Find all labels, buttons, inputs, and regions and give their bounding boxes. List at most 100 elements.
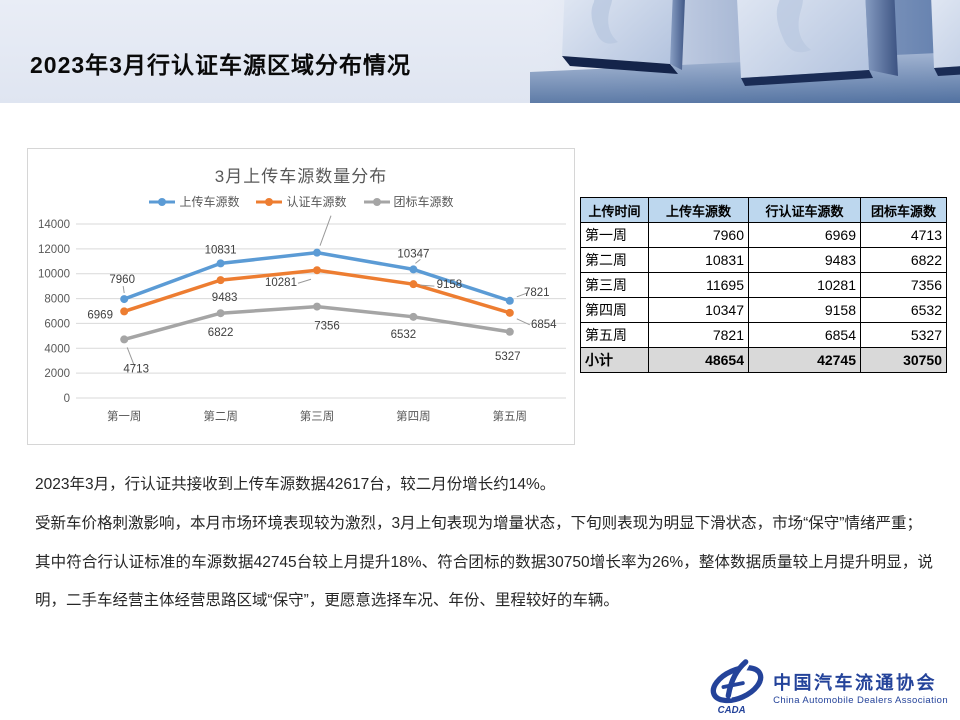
column-header: 行认证车源数 xyxy=(748,197,861,223)
row-label-cell: 第五周 xyxy=(580,322,649,348)
legend-label: 上传车源数 xyxy=(179,195,240,209)
chart-panel: 3月上传车源数量分布 上传车源数 认证车源数 团标车源数 0 2000 4000 6000… xyxy=(27,148,575,445)
y-axis-tick-label: 12000 xyxy=(38,244,70,256)
column-header: 上传时间 xyxy=(580,197,649,223)
data-point xyxy=(505,327,514,336)
org-name-cn: 中国汽车流通协会 xyxy=(773,672,938,693)
table-header-row: 上传时间 上传车源数 行认证车源数 团标车源数 xyxy=(580,197,947,223)
data-label: 5327 xyxy=(495,351,521,363)
value-cell: 11695 xyxy=(648,272,749,298)
value-cell: 5327 xyxy=(860,322,947,348)
data-point xyxy=(120,295,129,304)
value-cell: 10831 xyxy=(648,247,749,273)
cubes-decoration xyxy=(530,0,960,103)
data-label: 6969 xyxy=(87,309,113,321)
label-leader-line xyxy=(415,259,421,264)
table-row: 第五周 7821 6854 5327 xyxy=(580,322,947,348)
x-axis-tick-label: 第四周 xyxy=(396,409,431,423)
x-axis-tick-label: 第二周 xyxy=(203,409,238,423)
value-cell: 30750 xyxy=(860,347,947,373)
legend-label: 认证车源数 xyxy=(286,195,347,209)
table-row: 第三周 11695 10281 7356 xyxy=(580,272,947,298)
data-point xyxy=(216,276,225,285)
data-label: 10347 xyxy=(397,248,429,260)
data-label: 7960 xyxy=(109,274,135,286)
row-label-cell: 第一周 xyxy=(580,222,649,248)
org-name-en: China Automobile Dealers Association xyxy=(773,694,948,706)
value-cell: 7356 xyxy=(860,272,947,298)
value-cell: 6969 xyxy=(748,222,861,248)
legend-marker-icon xyxy=(256,197,283,206)
data-point xyxy=(120,335,129,344)
x-axis-tick-label: 第五周 xyxy=(493,409,528,423)
label-leader-line xyxy=(319,215,332,246)
chart-legend: 上传车源数 认证车源数 团标车源数 xyxy=(28,193,574,210)
label-leader-line xyxy=(126,347,135,366)
data-label: 10831 xyxy=(205,244,237,256)
value-cell: 42745 xyxy=(748,347,861,373)
label-leader-line xyxy=(516,318,531,326)
page-title: 2023年3月行认证车源区域分布情况 xyxy=(30,52,411,78)
cada-logo-text: CADA xyxy=(718,705,746,716)
legend-label: 团标车源数 xyxy=(393,195,454,209)
y-axis-tick-label: 6000 xyxy=(44,318,70,330)
data-point xyxy=(409,280,418,289)
value-cell: 9483 xyxy=(748,247,861,273)
value-cell: 4713 xyxy=(860,222,947,248)
data-label: 10281 xyxy=(265,277,297,289)
value-cell: 9158 xyxy=(748,297,861,323)
data-label: 7821 xyxy=(524,287,550,299)
data-point xyxy=(409,312,418,321)
row-label-cell: 第三周 xyxy=(580,272,649,298)
data-point xyxy=(313,266,321,275)
legend-item: 团标车源数 xyxy=(363,193,454,210)
y-axis-tick-label: 14000 xyxy=(38,219,70,231)
label-leader-line xyxy=(516,292,528,298)
data-point xyxy=(216,259,225,268)
data-label: 6854 xyxy=(531,319,557,331)
value-cell: 48654 xyxy=(648,347,749,373)
value-cell: 7821 xyxy=(648,322,749,348)
table-row: 第一周 7960 6969 4713 xyxy=(580,222,947,248)
table-body: 第一周 7960 6969 4713 第二周 10831 9483 6822 第三周 11695 1… xyxy=(580,222,947,373)
value-cell: 6532 xyxy=(860,297,947,323)
data-label: 4713 xyxy=(123,363,149,375)
data-point xyxy=(313,248,321,257)
value-cell: 6854 xyxy=(748,322,861,348)
y-axis-tick-label: 2000 xyxy=(44,368,70,380)
data-point xyxy=(216,309,225,318)
table-total-row: 小计 48654 42745 30750 xyxy=(580,347,947,373)
summary-paragraph-3: 其中符合行认证标准的车源数据42745台较上月提升18%、符合团标的数据3075… xyxy=(35,553,933,610)
summary-text: 2023年3月，行认证共接收到上传车源数据42617台，较二月份增长约14%。 … xyxy=(35,466,933,621)
data-point xyxy=(505,296,514,305)
data-label: 9158 xyxy=(437,279,463,291)
line-chart-svg: 0 2000 4000 6000 8000 10000 12000 14000 第一周 第二周 第三… xyxy=(38,215,566,423)
x-axis-tick-label: 第三周 xyxy=(300,409,335,423)
data-label: 6822 xyxy=(208,327,234,339)
legend-item: 上传车源数 xyxy=(148,193,239,210)
cada-logo-icon: CADA xyxy=(710,658,764,716)
data-label: 6532 xyxy=(391,329,417,341)
label-leader-line xyxy=(122,285,125,294)
data-point xyxy=(505,308,514,317)
value-cell: 10281 xyxy=(748,272,861,298)
data-point xyxy=(313,302,321,311)
table-row: 第二周 10831 9483 6822 xyxy=(580,247,947,273)
table-head: 上传时间 上传车源数 行认证车源数 团标车源数 xyxy=(580,197,947,223)
data-point xyxy=(120,307,129,316)
y-axis-tick-label: 0 xyxy=(64,393,70,405)
summary-paragraph-2: 受新车价格刺激影响，本月市场环境表现较为激烈，3月上旬表现为增量状态，下旬则表现… xyxy=(35,514,922,532)
legend-item: 认证车源数 xyxy=(255,193,347,210)
value-cell: 6822 xyxy=(860,247,947,273)
data-point xyxy=(409,265,418,274)
x-axis-tick-label: 第一周 xyxy=(107,409,142,423)
data-label: 7356 xyxy=(314,321,340,333)
summary-paragraph-1: 2023年3月，行认证共接收到上传车源数据42617台，较二月份增长约14%。 xyxy=(35,476,556,493)
y-axis-tick-label: 10000 xyxy=(38,269,70,281)
value-cell: 10347 xyxy=(648,297,749,323)
column-header: 团标车源数 xyxy=(860,197,947,223)
row-label-cell: 小计 xyxy=(580,347,649,373)
row-label-cell: 第四周 xyxy=(580,297,649,323)
data-label: 9483 xyxy=(212,292,238,304)
organization-logo: CADA 中国汽车流通协会 China Automobile Dealers A… xyxy=(708,658,948,716)
